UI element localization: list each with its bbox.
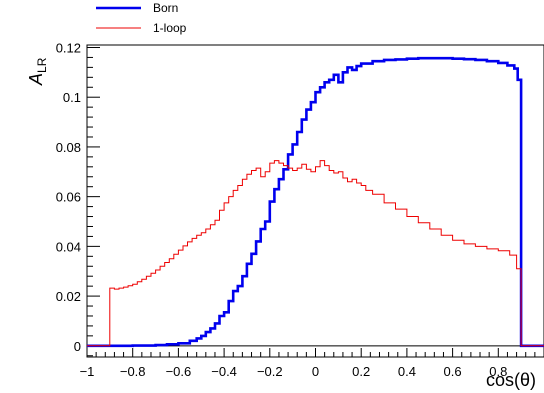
x-tick-label: −0.4 [211,364,237,379]
legend-label-born: Born [153,1,178,15]
y-tick-label: 0 [74,339,81,354]
legend: Born 1-loop [96,1,187,35]
y-tick-label: 0.12 [56,40,81,55]
y-axis-title: ALR [26,57,49,86]
y-tick-label: 0.02 [56,289,81,304]
y-tick-label: 0.04 [56,239,81,254]
series-group [87,56,544,348]
x-tick-label: −0.8 [120,364,146,379]
y-axis: 0 0.02 0.04 0.06 0.08 0.1 0.12 [56,40,100,357]
y-tick-label: 0.06 [56,190,81,205]
x-tick-label: −0.2 [257,364,283,379]
series-line-born [87,56,544,348]
x-tick-label: 0.6 [444,364,462,379]
x-tick-label: 0.8 [489,364,507,379]
x-tick-label: 0.4 [398,364,416,379]
legend-label-1-loop: 1-loop [153,21,187,35]
x-tick-label: −0.6 [166,364,192,379]
y-tick-label: 0.1 [63,90,81,105]
y-tick-label: 0.08 [56,140,81,155]
x-tick-label: 0 [312,364,319,379]
x-axis-title: cos(θ) [486,370,536,390]
y-axis-title-sub: LR [35,57,49,73]
x-axis: −1 −0.8 −0.6 −0.4 −0.2 0 0.2 0.4 0.6 0.8 [80,348,536,379]
series-line-1-loop [87,160,544,347]
x-tick-label: 0.2 [352,364,370,379]
x-tick-label: −1 [80,364,95,379]
y-axis-title-main: A [26,73,46,86]
